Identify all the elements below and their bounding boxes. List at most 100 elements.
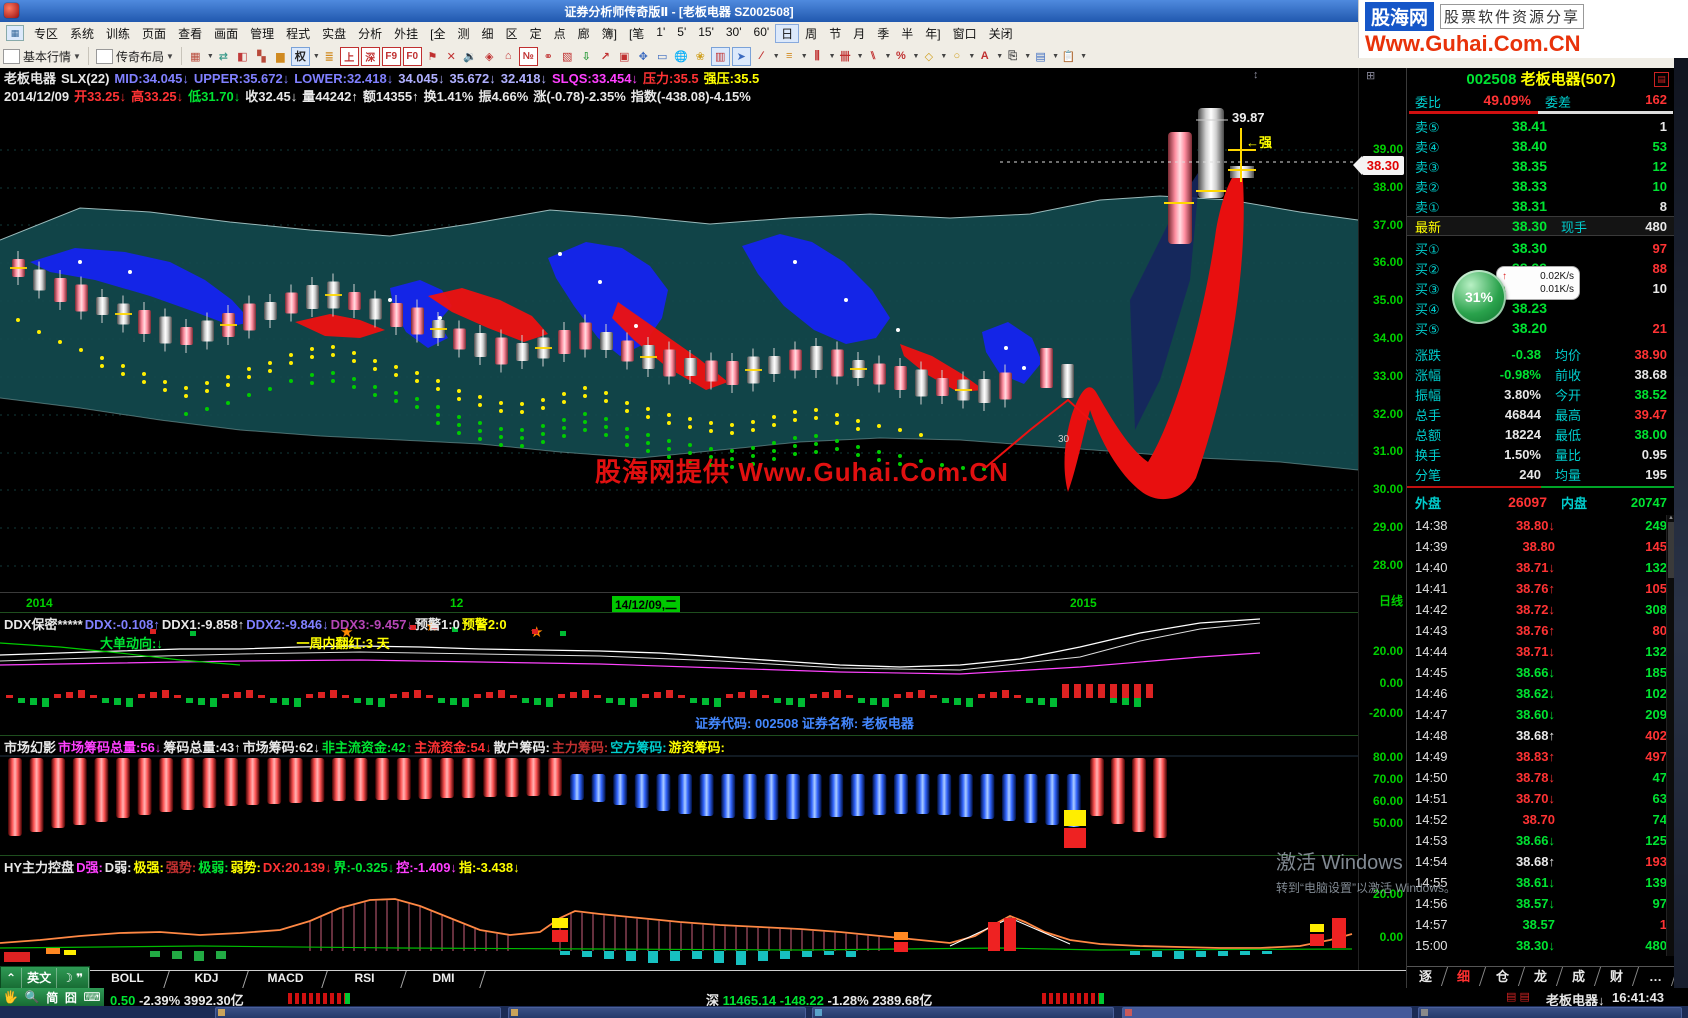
- channel-tool-icon[interactable]: ⑊: [869, 50, 877, 62]
- text-tool-icon[interactable]: A: [980, 50, 989, 62]
- taskbar-button[interactable]: [215, 1007, 501, 1018]
- tick-row[interactable]: 14:41 38.76↑ 105: [1407, 578, 1675, 599]
- menu-period-日[interactable]: 日: [775, 23, 800, 43]
- histogram-icon[interactable]: ▆: [276, 50, 285, 63]
- trendline-tool-icon[interactable]: ∕: [760, 50, 763, 62]
- legend-layout-button[interactable]: 传奇布局 ▼: [95, 48, 174, 65]
- tab-macd[interactable]: MACD: [243, 971, 328, 988]
- delete-icon[interactable]: ✕: [446, 50, 456, 63]
- dropdown-caret-icon[interactable]: ▼: [940, 52, 948, 60]
- dropdown-caret-icon[interactable]: ▼: [1052, 52, 1060, 60]
- menu-period-60'[interactable]: 60': [753, 24, 770, 39]
- tick-row[interactable]: 14:42 38.72↓ 308: [1407, 599, 1675, 620]
- dropdown-caret-icon[interactable]: ▼: [996, 52, 1004, 60]
- copy-tool-icon[interactable]: ⎘: [1008, 49, 1018, 62]
- menu-item-窗口[interactable]: 窗口: [952, 26, 977, 41]
- menu-item-页面[interactable]: 页面: [142, 26, 167, 41]
- menu-period-年][interactable]: 年]: [925, 26, 941, 41]
- menu-period-5'[interactable]: 5': [677, 24, 687, 39]
- dropdown-caret-icon[interactable]: ▼: [912, 52, 920, 60]
- dropdown-caret-icon[interactable]: ▼: [800, 52, 808, 60]
- menu-item-管理[interactable]: 管理: [250, 26, 275, 41]
- vlines-tool-icon[interactable]: ⫼: [814, 49, 820, 62]
- pages-icon[interactable]: ▣: [619, 50, 630, 63]
- menu-period-节[interactable]: 节: [829, 26, 842, 41]
- tick-row[interactable]: 14:38 38.80↓ 249: [1407, 515, 1675, 536]
- quote-row[interactable]: 卖③ 38.35 12: [1407, 156, 1675, 176]
- ime-collapse-icon[interactable]: ⌃: [1, 968, 23, 988]
- dropdown-caret-icon[interactable]: ▼: [1024, 52, 1032, 60]
- percent-tool-icon[interactable]: %: [896, 50, 906, 62]
- basic-quote-button[interactable]: 基本行情 ▼: [3, 48, 81, 65]
- menu-period-季[interactable]: 季: [877, 26, 890, 41]
- menu-item-系统[interactable]: 系统: [70, 26, 95, 41]
- ruler-icon[interactable]: ▭: [657, 50, 668, 63]
- status-list-icon[interactable]: ▤ ▤: [1506, 991, 1530, 1003]
- flower-icon[interactable]: ❀: [695, 50, 705, 63]
- tab-boll[interactable]: BOLL: [85, 971, 170, 988]
- ime-popup[interactable]: ⌃ 英文 ☽ ❞: [0, 966, 91, 990]
- menu-item-程式[interactable]: 程式: [286, 26, 311, 41]
- report-icon[interactable]: ▧: [562, 50, 573, 63]
- main-kline-chart[interactable]: 39.87 ←强 30 股海网提供 Www.Guhai.Com.CN: [0, 104, 1359, 592]
- f9-button[interactable]: F9: [381, 46, 401, 66]
- grid2-icon[interactable]: ▥: [710, 46, 730, 66]
- menu-item-画面[interactable]: 画面: [214, 26, 239, 41]
- number-icon[interactable]: №: [518, 46, 538, 66]
- menu-period-周[interactable]: 周: [805, 26, 818, 41]
- menu-quick-定[interactable]: 定: [529, 26, 542, 41]
- note-tool-icon[interactable]: ▤: [1035, 50, 1046, 63]
- tick-row[interactable]: 14:43 38.76↑ 80: [1407, 620, 1675, 641]
- tick-row[interactable]: 14:46 38.62↓ 102: [1407, 683, 1675, 704]
- quote-row[interactable]: 卖⑤ 38.41 1: [1407, 116, 1675, 136]
- menu-item-分析[interactable]: 分析: [358, 26, 383, 41]
- dropdown-caret-icon[interactable]: ▼: [206, 52, 214, 60]
- menu-period-30'[interactable]: 30': [725, 24, 742, 39]
- shanghai-button[interactable]: 上: [339, 46, 359, 66]
- f0-button[interactable]: F0: [402, 46, 422, 66]
- tick-row[interactable]: 14:44 38.71↓ 132: [1407, 641, 1675, 662]
- tick-scrollbar[interactable]: ▲: [1666, 515, 1675, 956]
- tick-row[interactable]: 14:47 38.60↓ 209: [1407, 704, 1675, 725]
- tab-kdj[interactable]: KDJ: [164, 971, 249, 988]
- ime-language-button[interactable]: 英文: [22, 968, 58, 988]
- web-icon[interactable]: 🌐: [674, 50, 689, 63]
- tick-list[interactable]: 14:38 38.80↓ 249 14:39 38.80 145 14:40 38.71↓ 13…: [1407, 515, 1675, 956]
- tick-row[interactable]: 14:45 38.66↓ 185: [1407, 662, 1675, 683]
- menu-item-训练[interactable]: 训练: [106, 26, 131, 41]
- menu-quick-点[interactable]: 点: [553, 26, 566, 41]
- tick-row[interactable]: 14:40 38.71↓ 132: [1407, 557, 1675, 578]
- quote-row[interactable]: 买⑤ 38.20 21: [1407, 318, 1675, 338]
- home-icon[interactable]: ⌂: [504, 50, 512, 62]
- tick-row[interactable]: 14:51 38.70↓ 63: [1407, 788, 1675, 809]
- menu-quick-[全[interactable]: [全: [430, 26, 446, 41]
- quote-row[interactable]: 买④ 38.23: [1407, 298, 1675, 318]
- flag-icon[interactable]: ⚑: [427, 50, 438, 63]
- menu-item-查看[interactable]: 查看: [178, 26, 203, 41]
- taskbar-button-active[interactable]: [1122, 1007, 1412, 1018]
- shrink-icon[interactable]: ◧: [237, 50, 248, 63]
- layout-grid-icon[interactable]: ▦: [190, 50, 201, 63]
- quote-tab-细[interactable]: 细: [1442, 967, 1487, 986]
- menu-period-[笔[interactable]: [笔: [628, 26, 645, 41]
- dropdown-caret-icon[interactable]: ▼: [1080, 52, 1087, 60]
- menu-period-半[interactable]: 半: [901, 26, 914, 41]
- ddx-panel[interactable]: DDX保密***** DDX:-0.108↑ DDX1:-9.858↑ DDX2:-9…: [0, 612, 1358, 734]
- kline-tool-icon[interactable]: 卌: [839, 51, 851, 63]
- ime-search-icon[interactable]: 🔍: [24, 990, 40, 1004]
- menu-period-15'[interactable]: 15': [698, 24, 714, 39]
- ime-hand-icon[interactable]: 🖐: [3, 990, 19, 1004]
- quote-row[interactable]: 买① 38.30 97: [1407, 238, 1675, 258]
- clipboard-tool-icon[interactable]: 📋: [1061, 50, 1076, 63]
- tick-row[interactable]: 14:56 38.57↓ 97: [1407, 893, 1675, 914]
- menu-period-1'[interactable]: 1': [656, 24, 666, 39]
- ime-keyboard-icon[interactable]: ⌨: [83, 990, 101, 1004]
- menu-item-实盘[interactable]: 实盘: [322, 26, 347, 41]
- download-icon[interactable]: ⇩: [581, 50, 591, 63]
- status-stock-name[interactable]: 老板电器↓: [1546, 993, 1605, 1008]
- alarm-icon[interactable]: ◈: [485, 50, 494, 63]
- link-icon[interactable]: ⚭: [543, 50, 553, 63]
- quote-row[interactable]: 卖① 38.31 8: [1407, 196, 1675, 216]
- circle-tool-icon[interactable]: ○: [953, 50, 961, 62]
- expand-icon[interactable]: ↕: [1253, 69, 1259, 81]
